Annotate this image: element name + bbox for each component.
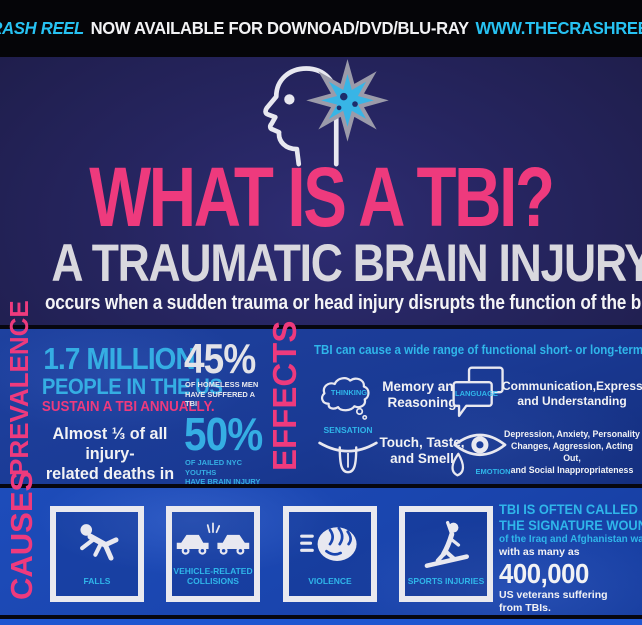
sensation-label: SENSATION [323,425,373,435]
causes-section-label: CAUSES [4,470,39,600]
head-impact-icon [250,59,400,167]
thinking-cloud-icon: THINKING [315,367,375,425]
causes-section: CAUSES FALLS [0,470,642,615]
cause-sports-box: SPORTS INJURIES [399,506,493,602]
brand-title: THE CRASH REEL [0,18,84,38]
stat-million-line3: SUSTAIN A TBI ANNUALLY. [41,399,215,416]
percentage-stats: 45% OF HOMELESS MEN HAVE SUFFERED A TBI … [184,335,268,487]
website-url: WWW.THECRASHREEL.COM [475,18,642,38]
stat-45-caption: OF HOMELESS MEN HAVE SUFFERED A TBI [185,379,259,409]
page-title: WHAT IS A TBI? [89,150,555,244]
top-banner-text: THE CRASH REEL NOW AVAILABLE FOR DOWNOAD… [0,18,642,39]
stat-million-value: 1.7 MILLION [43,341,195,376]
language-bubbles-icon: LANGUAGE [450,363,508,425]
hero-section: WHAT IS A TBI? A TRAUMATIC BRAIN INJURY … [0,57,642,325]
note-line-5: US veterans suffering from TBIs. [499,588,608,614]
cause-sports-label: SPORTS INJURIES [407,576,485,587]
snowboarder-icon [417,520,475,570]
stat-45-value: 45% [184,335,256,382]
signature-wound-note: TBI IS OFTEN CALLED THE SIGNATURE WOUND … [499,502,642,615]
prevalence-section-label: PREVALENCE [4,300,34,476]
stat-million-line2: PEOPLE IN THE US [41,374,223,399]
note-line-3: of the Iraq and Afghanistan wars, [499,533,642,546]
note-line-1: TBI IS OFTEN CALLED [499,502,638,517]
cause-falls-label: FALLS [83,576,111,587]
note-line-4: with as many as [499,546,580,559]
top-banner: THE CRASH REEL NOW AVAILABLE FOR DOWNOAD… [0,0,642,57]
effects-header: TBI can cause a wide range of functional… [314,343,642,357]
cause-falls-box: FALLS [50,506,144,602]
fist-icon [299,520,361,570]
effects-section-label: EFFECTS [266,320,303,471]
thinking-label: THINKING [330,388,368,397]
sensation-tongue-icon: SENSATION [316,425,380,481]
stat-50-caption: OF JAILED NYC YOUTHS HAVE BRAIN INJURY [185,457,261,487]
divider [0,325,642,329]
bottom-strip [0,619,642,625]
page-subtitle: A TRAUMATIC BRAIN INJURY [51,234,642,293]
cause-collisions-label: VEHICLE-RELATED COLLISIONS [173,565,253,587]
availability-text: NOW AVAILABLE FOR DOWNOAD/DVD/BLU-RAY [90,18,469,38]
divider [0,484,642,488]
stat-50-value: 50% [184,408,263,461]
falling-person-icon [68,520,126,568]
effect-emotion-text: Depression, Anxiety, Personality Changes… [504,429,640,475]
emotion-eye-icon: EMOTION [444,423,514,481]
prevalence-effects-section: PREVALENCE 1.7 MILLION PEOPLE IN THE US … [0,300,642,543]
language-label: LANGUAGE [455,389,498,398]
effect-language-text: Communication,Expression, and Understand… [502,379,642,408]
cause-violence-box: VIOLENCE [283,506,377,602]
veterans-count: 400,000 [499,558,589,590]
note-line-2: THE SIGNATURE WOUND [499,517,642,533]
effect-thinking-text: Memory and Reasoning [382,379,462,411]
cause-collisions-box: VEHICLE-RELATED COLLISIONS [166,506,260,602]
divider [0,615,642,619]
car-collision-icon [175,520,251,562]
cause-violence-label: VIOLENCE [308,576,352,587]
definition-text: occurs when a sudden trauma or head inju… [44,292,642,314]
emotion-label: EMOTION [475,467,511,476]
